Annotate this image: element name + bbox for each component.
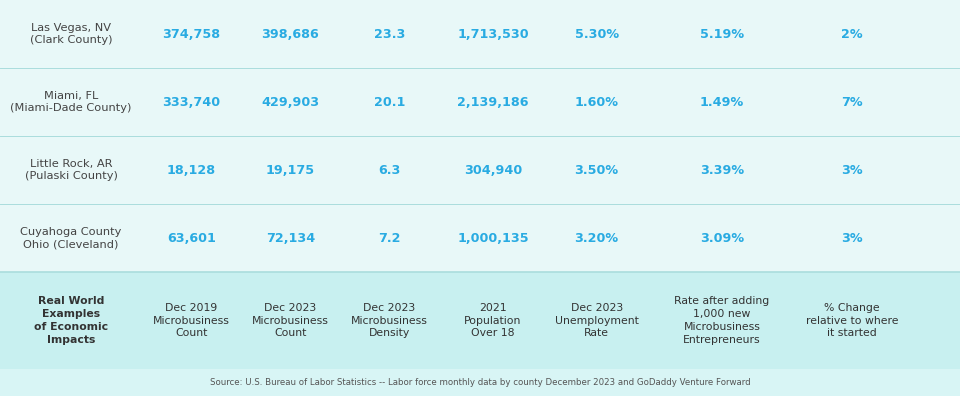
Text: Dec 2023
Microbusiness
Density: Dec 2023 Microbusiness Density (350, 303, 428, 338)
Text: 72,134: 72,134 (266, 232, 315, 245)
Text: 5.19%: 5.19% (700, 27, 744, 40)
Text: 6.3: 6.3 (378, 164, 400, 177)
Text: 3.20%: 3.20% (575, 232, 618, 245)
Text: 429,903: 429,903 (261, 95, 320, 109)
Text: 1,713,530: 1,713,530 (457, 27, 529, 40)
Text: 398,686: 398,686 (261, 27, 320, 40)
Text: Dec 2023
Unemployment
Rate: Dec 2023 Unemployment Rate (555, 303, 638, 338)
Text: % Change
relative to where
it started: % Change relative to where it started (805, 303, 899, 338)
Text: 3.09%: 3.09% (700, 232, 744, 245)
Text: Las Vegas, NV
(Clark County): Las Vegas, NV (Clark County) (30, 23, 112, 46)
Text: 5.30%: 5.30% (575, 27, 618, 40)
Bar (0, 369, 960, 396)
Bar (0, 272, 960, 369)
Text: 1.60%: 1.60% (575, 95, 618, 109)
Text: Miami, FL
(Miami-Dade County): Miami, FL (Miami-Dade County) (11, 91, 132, 113)
Text: 19,175: 19,175 (266, 164, 315, 177)
Text: Dec 2023
Microbusiness
Count: Dec 2023 Microbusiness Count (252, 303, 329, 338)
Text: 333,740: 333,740 (162, 95, 221, 109)
Text: 20.1: 20.1 (373, 95, 405, 109)
Text: Cuyahoga County
Ohio (Cleveland): Cuyahoga County Ohio (Cleveland) (20, 227, 122, 249)
Text: Real World
Examples
of Economic
Impacts: Real World Examples of Economic Impacts (34, 296, 108, 345)
Text: Little Rock, AR
(Pulaski County): Little Rock, AR (Pulaski County) (25, 159, 117, 181)
Text: 3%: 3% (841, 232, 863, 245)
Text: 2,139,186: 2,139,186 (457, 95, 529, 109)
Text: 304,940: 304,940 (464, 164, 522, 177)
Text: 1,000,135: 1,000,135 (457, 232, 529, 245)
Text: 2%: 2% (841, 27, 863, 40)
Text: 3.50%: 3.50% (575, 164, 618, 177)
Text: Source: U.S. Bureau of Labor Statistics -- Labor force monthly data by county De: Source: U.S. Bureau of Labor Statistics … (209, 378, 751, 387)
Text: 23.3: 23.3 (373, 27, 405, 40)
Text: 7.2: 7.2 (378, 232, 400, 245)
Bar (0, 0, 960, 272)
Text: Dec 2019
Microbusiness
Count: Dec 2019 Microbusiness Count (153, 303, 230, 338)
Text: 3.39%: 3.39% (700, 164, 744, 177)
Text: 18,128: 18,128 (167, 164, 216, 177)
Text: 374,758: 374,758 (162, 27, 221, 40)
Text: 3%: 3% (841, 164, 863, 177)
Text: 63,601: 63,601 (167, 232, 216, 245)
Text: 1.49%: 1.49% (700, 95, 744, 109)
Text: 2021
Population
Over 18: 2021 Population Over 18 (465, 303, 521, 338)
Text: Rate after adding
1,000 new
Microbusiness
Entrepreneurs: Rate after adding 1,000 new Microbusines… (674, 296, 770, 345)
Text: 7%: 7% (841, 95, 863, 109)
